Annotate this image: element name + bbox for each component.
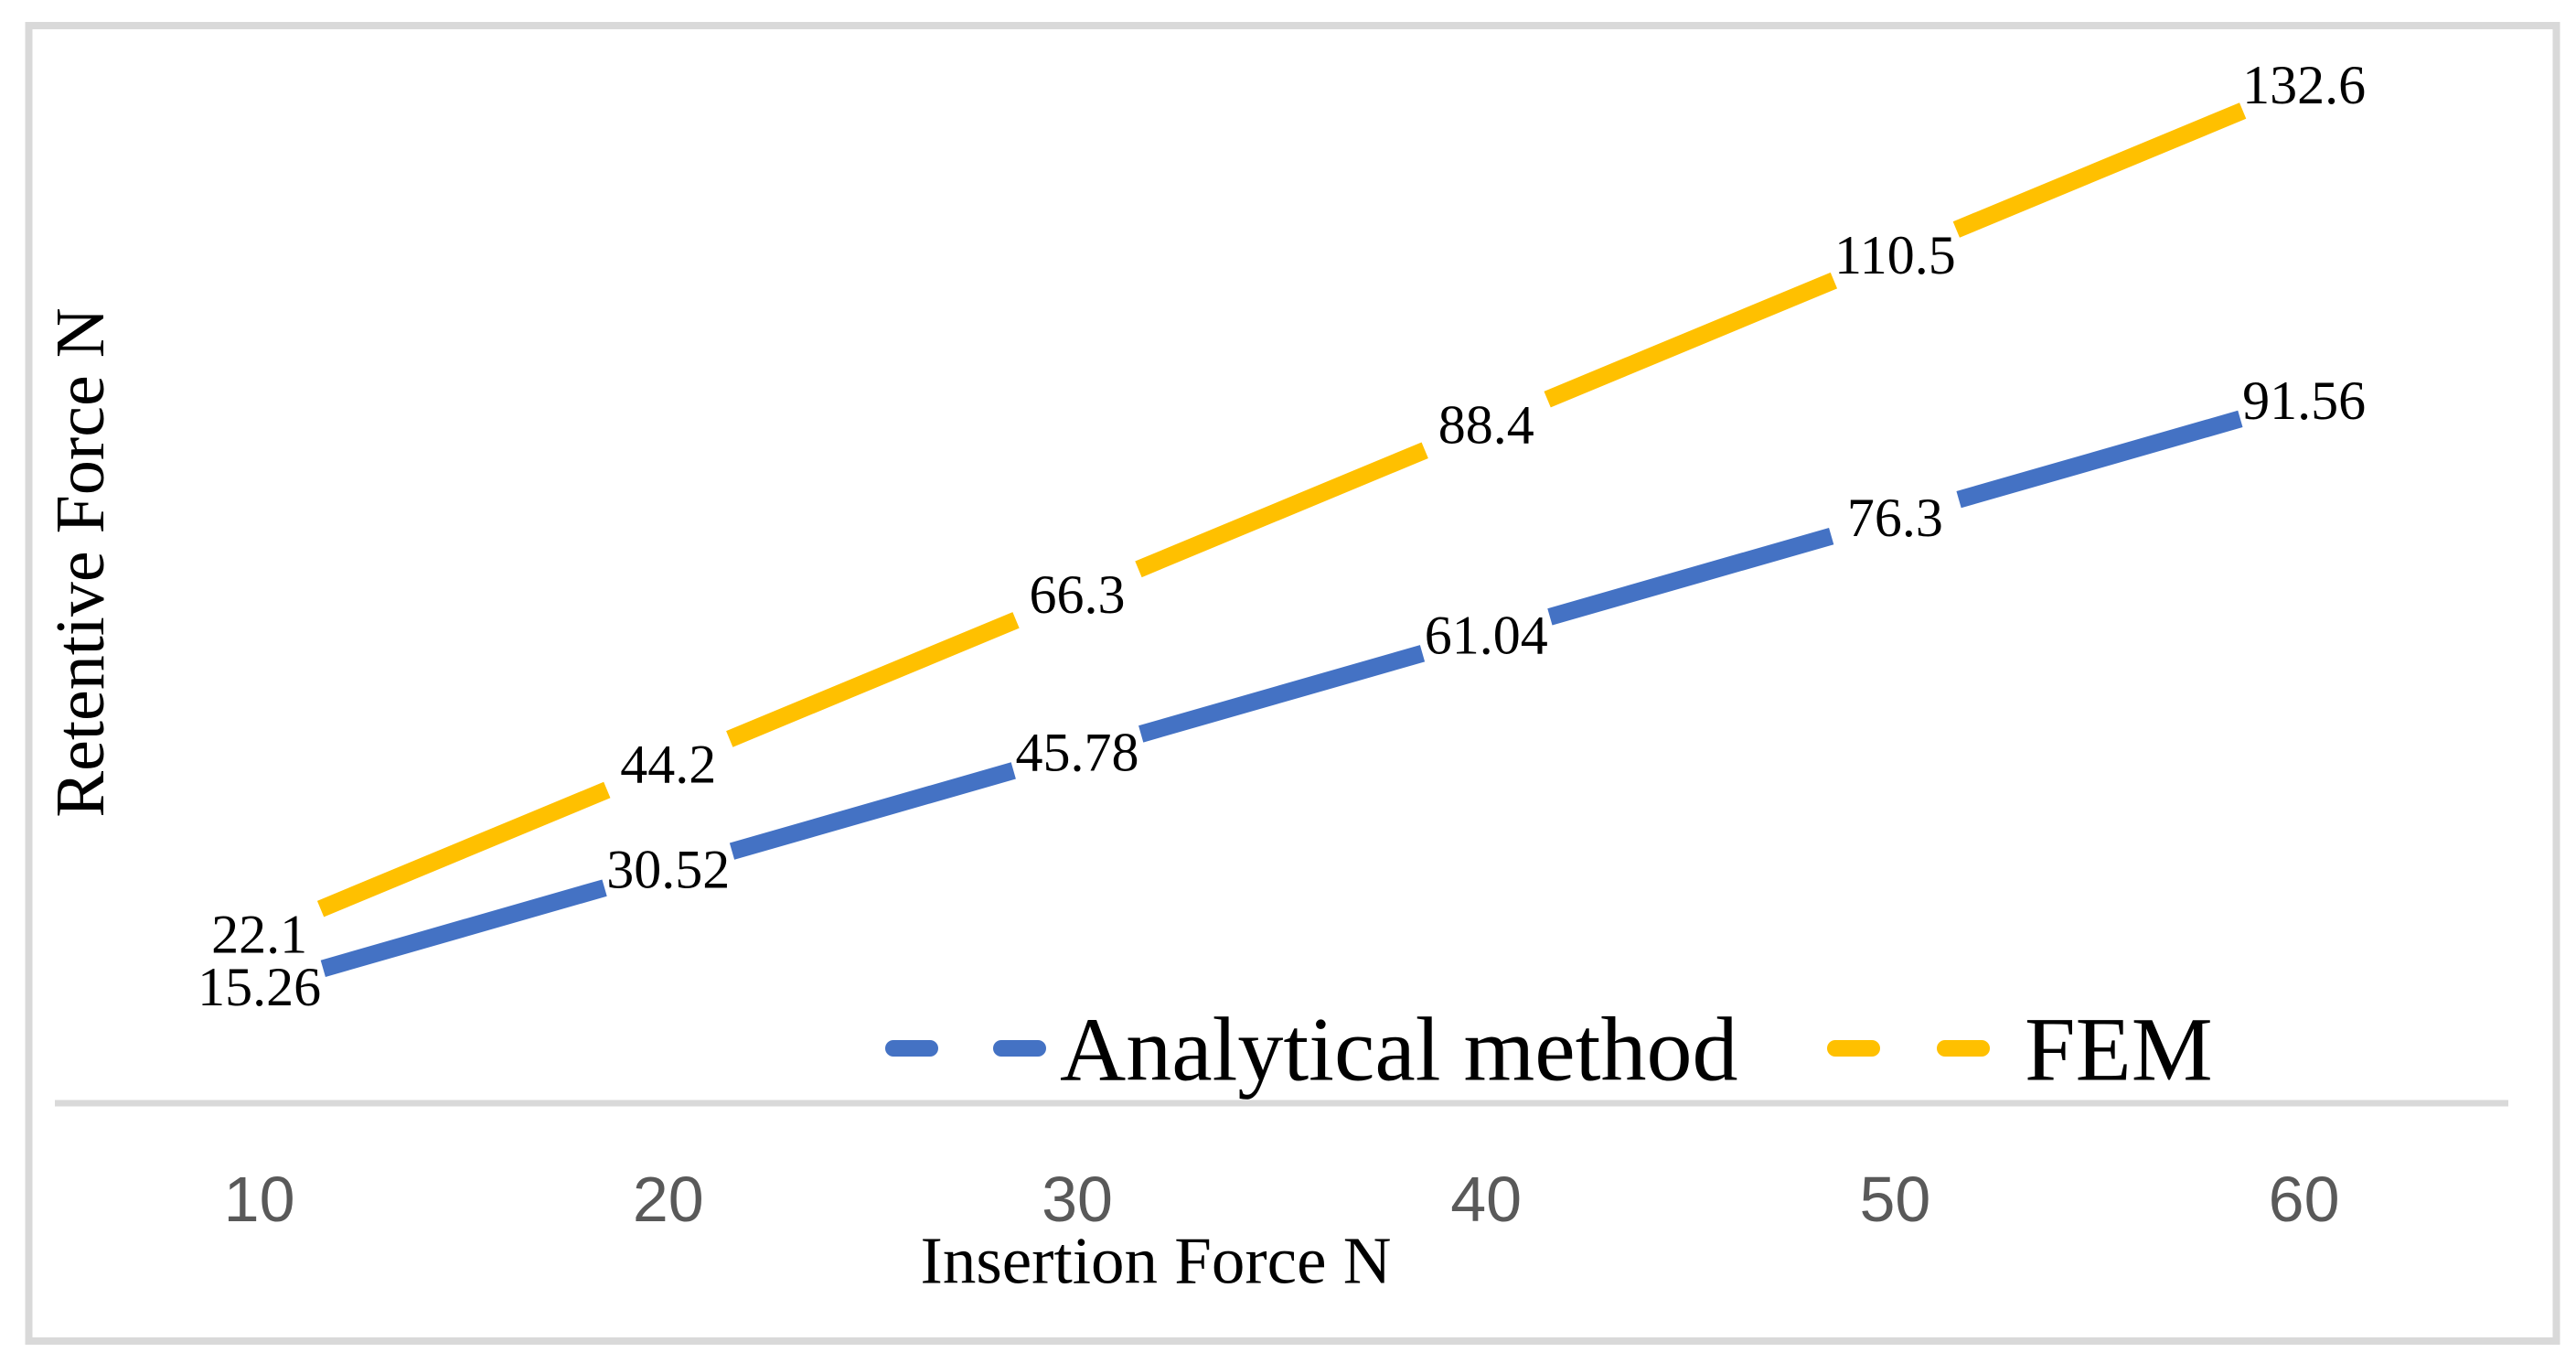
x-tick-label-20: 20 [633,1164,704,1235]
data-label-analytical-method-1: 30.52 [606,840,730,900]
legend-dash-fem [1827,1040,1880,1057]
chart-border-frame [25,22,2560,1345]
legend-label-fem: FEM [2025,999,2213,1100]
data-label-fem-0: 22.1 [211,904,307,964]
data-label-fem-3: 88.4 [1438,394,1534,455]
data-label-analytical-method-3: 61.04 [1425,605,1548,665]
data-labels-layer: 15.26 30.52 45.78 61.04 76.3 91.56 22.1 44.2 66.… [198,55,2366,1017]
legend-marker-fem [1827,1040,1990,1057]
series-line-analytical-method [256,392,2307,995]
x-tick-label-40: 40 [1450,1164,1522,1235]
data-label-analytical-method-0: 15.26 [198,957,321,1017]
data-label-analytical-method-5: 91.56 [2242,370,2366,431]
legend-dash-analytical-method [993,1040,1046,1057]
x-tick-label-60: 60 [2269,1164,2340,1235]
x-axis-title: Insertion Force N [921,1224,1392,1298]
legend: Analytical method FEM [885,999,2213,1100]
x-tick-label-30: 30 [1042,1164,1113,1235]
legend-marker-analytical-method [885,1040,1046,1057]
x-tick-label-50: 50 [1859,1164,1930,1235]
data-label-analytical-method-2: 45.78 [1016,722,1139,782]
data-label-fem-1: 44.2 [620,735,716,795]
data-label-analytical-method-4: 76.3 [1847,488,1943,548]
data-label-fem-4: 110.5 [1834,225,1956,285]
data-label-fem-2: 66.3 [1030,564,1126,625]
legend-label-analytical-method: Analytical method [1060,999,1737,1100]
x-tick-label-10: 10 [224,1164,295,1235]
x-tick-labels-layer: 10 20 30 40 50 60 [224,1164,2340,1235]
legend-dash-analytical-method [885,1040,938,1057]
series-line-fem [255,77,2308,943]
series-layer [255,77,2308,995]
legend-dash-fem [1937,1040,1990,1057]
y-axis-title: Retentive Force N [42,307,119,817]
data-label-fem-5: 132.6 [2242,55,2366,115]
